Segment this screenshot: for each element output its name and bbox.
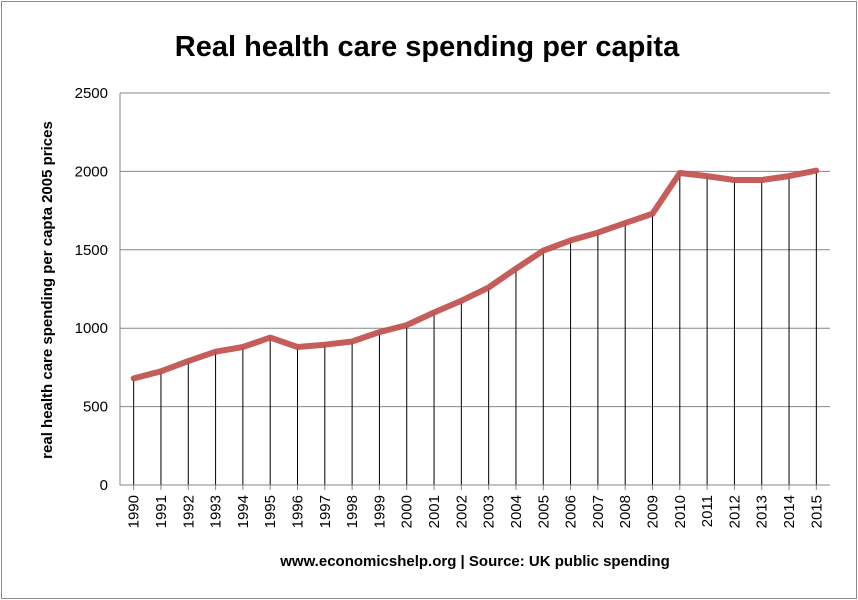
x-tick-label: 1995	[262, 495, 279, 528]
y-axis-label: real health care spending per capta 2005…	[39, 121, 56, 459]
y-tick-label: 0	[100, 477, 108, 494]
x-tick-label: 2006	[563, 495, 580, 528]
y-tick-label: 1500	[75, 242, 108, 259]
x-tick-label: 2003	[481, 495, 498, 528]
x-tick-label: 1999	[371, 495, 388, 528]
x-tick-label: 2001	[426, 495, 443, 528]
x-tick-label: 1991	[153, 495, 170, 528]
x-tick-label: 1994	[235, 495, 252, 528]
x-tick-label: 2005	[535, 495, 552, 528]
x-tick-label: 2002	[453, 495, 470, 528]
gridlines	[120, 92, 830, 408]
y-tick-label: 2500	[75, 85, 108, 102]
y-tick-label: 2000	[75, 163, 108, 180]
x-tick-label: 2000	[399, 495, 416, 528]
x-axis-label: www.economicshelp.org | Source: UK publi…	[279, 553, 670, 570]
y-tick-labels: 0 500 1000 1500 2000 2500	[75, 85, 108, 494]
x-tick-label: 1998	[344, 495, 361, 528]
x-tick-label: 1992	[180, 495, 197, 528]
series-layer	[130, 167, 820, 382]
chart-title: Real health care spending per capita	[175, 31, 680, 63]
x-tick-label: 1996	[290, 495, 307, 528]
x-tick-label: 2007	[590, 495, 607, 528]
drop-lines	[133, 170, 817, 485]
x-tick-label: 2010	[672, 495, 689, 528]
x-tick-label: 2012	[726, 495, 743, 528]
x-tick-label: 2014	[781, 495, 798, 528]
x-tick-labels: 1990 1991 1992 1993 1994 1995 1996 1997 1998 1999…	[126, 495, 826, 528]
y-tick-label: 1000	[75, 320, 108, 337]
x-tick-label: 2009	[645, 495, 662, 528]
x-tick-label: 2004	[508, 495, 525, 528]
x-tick-label: 2013	[754, 495, 771, 528]
y-tick-label: 500	[83, 399, 108, 416]
axes	[119, 93, 830, 490]
x-tick-label: 1990	[126, 495, 143, 528]
x-tick-label: 2011	[699, 495, 716, 527]
x-tick-label: 1993	[208, 495, 225, 528]
x-tick-label: 2015	[808, 495, 825, 528]
x-tick-label: 1997	[317, 495, 334, 528]
series-line	[130, 167, 820, 382]
x-tick-label: 2008	[617, 495, 634, 528]
